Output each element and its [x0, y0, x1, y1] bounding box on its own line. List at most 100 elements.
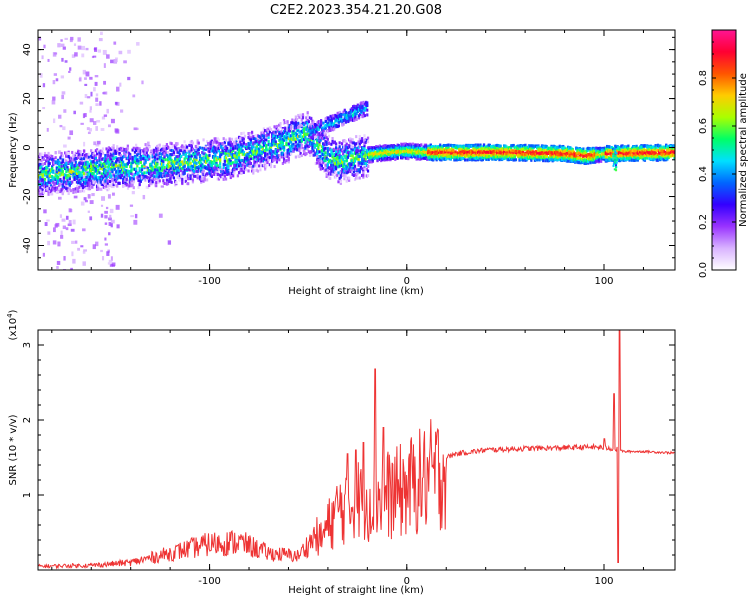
heatmap-cell [139, 160, 142, 164]
heatmap-cell [292, 132, 295, 136]
heatmap-cell [329, 158, 332, 162]
heatmap-cell [300, 143, 303, 147]
heatmap-cell [130, 169, 133, 173]
heatmap-cell [222, 150, 225, 154]
heatmap-cell [249, 136, 253, 140]
heatmap-cell [252, 164, 255, 168]
heatmap-cell [104, 186, 107, 190]
heatmap-cell [245, 154, 248, 158]
heatmap-cell [469, 149, 473, 153]
heatmap-cell [183, 171, 186, 175]
heatmap-cell [366, 146, 370, 150]
heatmap-cell [165, 143, 168, 147]
heatmap-cell [140, 173, 144, 177]
heatmap-cell [38, 166, 41, 170]
heatmap-cell [319, 159, 322, 163]
heatmap-cell [97, 176, 100, 180]
heatmap-cell [467, 154, 470, 158]
heatmap-cell [73, 178, 76, 182]
heatmap-cell [234, 155, 237, 159]
heatmap-cell [162, 174, 165, 178]
heatmap-cell [443, 156, 447, 160]
heatmap-cell [53, 182, 56, 186]
heatmap-cell [281, 133, 284, 137]
heatmap-cell [72, 159, 75, 163]
heatmap-cell [519, 145, 522, 149]
heatmap-cell [106, 159, 109, 163]
heatmap-cell [107, 166, 111, 170]
heatmap-cell [140, 172, 144, 176]
heatmap-cell [414, 155, 417, 159]
heatmap-cell [48, 162, 51, 166]
heatmap-cell [232, 148, 235, 152]
heatmap-cell [469, 144, 473, 148]
heatmap-cell [60, 151, 63, 155]
heatmap-cell [450, 147, 454, 151]
heatmap-cell [159, 172, 163, 176]
heatmap-noise-cell [90, 91, 93, 97]
heatmap-noise-cell [42, 252, 45, 257]
heatmap-cell [187, 182, 190, 186]
heatmap-cell [286, 151, 289, 155]
heatmap-cell [407, 145, 410, 149]
heatmap-cell [195, 166, 198, 170]
heatmap-cell [282, 156, 286, 160]
heatmap-cell [152, 153, 155, 157]
heatmap-cell [511, 155, 514, 159]
heatmap-cell [169, 157, 172, 161]
heatmap-cell [333, 161, 337, 165]
heatmap-cell [240, 164, 243, 168]
heatmap-cell [326, 170, 329, 174]
heatmap-cell [81, 182, 84, 186]
heatmap-cell [203, 147, 206, 151]
heatmap-cell [337, 152, 340, 156]
heatmap-cell [467, 144, 470, 148]
heatmap-noise-cell [65, 215, 69, 220]
heatmap-cell [233, 167, 236, 171]
heatmap-cell [391, 156, 395, 160]
heatmap-cell [214, 161, 217, 165]
heatmap-cell [132, 156, 135, 160]
heatmap-cell [82, 172, 86, 176]
heatmap-cell [295, 147, 299, 151]
heatmap-cell [321, 157, 325, 161]
heatmap-cell [498, 158, 501, 162]
heatmap-cell [217, 143, 221, 147]
heatmap-cell [355, 176, 358, 180]
heatmap-cell [505, 152, 508, 156]
heatmap-noise-cell [57, 242, 61, 246]
heatmap-cell [521, 155, 525, 159]
heatmap-cell [300, 146, 303, 150]
heatmap-cell [358, 154, 361, 158]
heatmap-cell [290, 125, 293, 129]
heatmap-cell [59, 177, 62, 181]
heatmap-cell [55, 176, 58, 180]
heatmap-cell [352, 170, 355, 174]
heatmap-cell [339, 174, 342, 178]
heatmap-cell [217, 138, 221, 142]
heatmap-cell [203, 175, 206, 179]
heatmap-cell [158, 156, 161, 160]
heatmap-cell [48, 155, 51, 159]
heatmap-cell [434, 151, 437, 155]
heatmap-cell [85, 160, 88, 164]
heatmap-cell [311, 119, 314, 123]
heatmap-cell [125, 173, 128, 177]
heatmap-cell [403, 152, 406, 156]
heatmap-cell [352, 141, 355, 145]
heatmap-cell [174, 159, 177, 163]
heatmap-noise-cell [106, 251, 110, 256]
heatmap-cell [42, 184, 45, 188]
heatmap-cell [258, 164, 261, 168]
heatmap-cell [49, 179, 53, 183]
heatmap-noise-cell [104, 243, 108, 246]
heatmap-cell [235, 161, 238, 165]
heatmap-cell [533, 158, 536, 162]
heatmap-cell [106, 156, 109, 160]
heatmap-cell [304, 145, 307, 149]
heatmap-cell [413, 154, 416, 158]
heatmap-cell [495, 154, 499, 158]
heatmap-cell [485, 150, 488, 154]
heatmap-cell [292, 145, 295, 149]
heatmap-cell [407, 143, 410, 147]
